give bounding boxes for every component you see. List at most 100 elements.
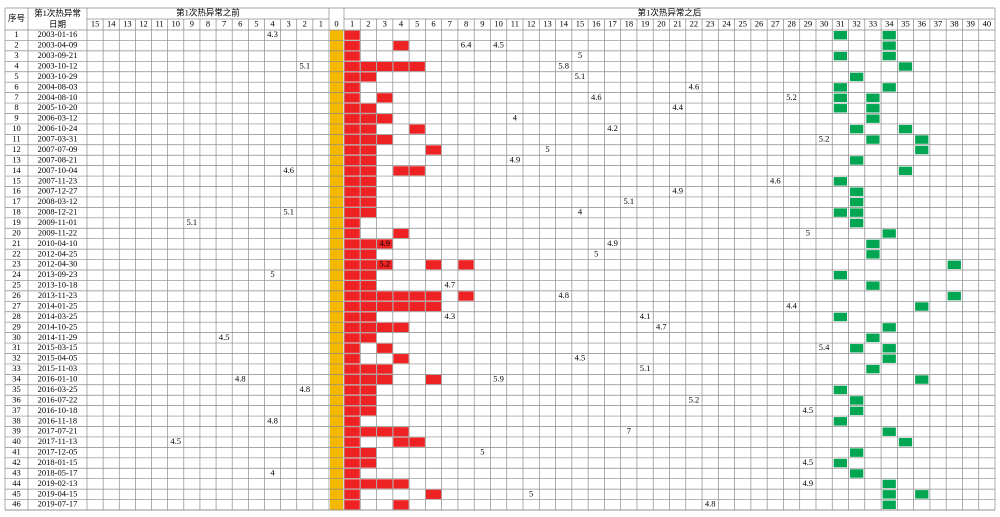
red-cell bbox=[360, 124, 377, 134]
row-date: 2016-10-18 bbox=[38, 405, 78, 415]
col-header: 2 bbox=[303, 18, 307, 28]
row-number: 3 bbox=[14, 50, 18, 60]
row-number: 9 bbox=[14, 113, 18, 123]
row-number: 11 bbox=[12, 134, 20, 144]
red-cell bbox=[360, 427, 377, 437]
red-cell bbox=[360, 114, 377, 124]
red-cell bbox=[344, 322, 360, 333]
red-cell bbox=[360, 187, 377, 197]
row-number: 40 bbox=[12, 436, 21, 446]
magnitude: 4.6 bbox=[283, 165, 294, 175]
red-cell bbox=[344, 176, 360, 186]
green-cell bbox=[833, 177, 848, 186]
col-header: 14 bbox=[559, 18, 568, 28]
green-cell bbox=[882, 229, 896, 238]
row-date: 2007-12-27 bbox=[38, 186, 78, 196]
green-cell bbox=[850, 344, 864, 353]
col-header: 27 bbox=[771, 18, 780, 28]
row-date: 2012-04-30 bbox=[38, 259, 78, 269]
magnitude: 4.5 bbox=[575, 353, 586, 363]
col-header: 11 bbox=[156, 18, 164, 28]
red-cell bbox=[344, 103, 360, 113]
red-cell bbox=[344, 500, 360, 510]
magnitude: 4.7 bbox=[656, 321, 667, 331]
row-date: 2003-09-21 bbox=[38, 50, 78, 60]
red-cell bbox=[360, 312, 377, 322]
green-cell bbox=[850, 448, 864, 457]
magnitude: 5.2 bbox=[786, 92, 797, 102]
red-cell bbox=[344, 312, 360, 322]
green-cell bbox=[866, 104, 880, 113]
red-cell bbox=[344, 427, 360, 437]
magnitude: 5.2 bbox=[689, 394, 700, 404]
row-date: 2013-10-18 bbox=[38, 280, 78, 290]
magnitude: 4.6 bbox=[689, 81, 700, 91]
red-cell bbox=[344, 333, 360, 343]
row-date: 2016-03-25 bbox=[38, 384, 78, 394]
red-cell bbox=[377, 343, 393, 353]
green-cell bbox=[882, 323, 896, 332]
red-cell bbox=[344, 406, 360, 416]
green-cell bbox=[833, 93, 848, 103]
magnitude: 5.1 bbox=[283, 207, 294, 217]
red-cell bbox=[393, 228, 409, 239]
row-number: 44 bbox=[12, 478, 21, 488]
row-number: 38 bbox=[12, 415, 21, 425]
row-number: 33 bbox=[12, 363, 21, 373]
magnitude: 5 bbox=[806, 227, 810, 237]
green-cell bbox=[882, 51, 896, 61]
green-cell bbox=[850, 187, 864, 196]
row-date: 2007-08-21 bbox=[38, 154, 78, 164]
row-date: 2004-08-10 bbox=[38, 92, 78, 102]
magnitude: 5 bbox=[480, 447, 484, 457]
red-cell bbox=[409, 301, 425, 312]
col-header: 15 bbox=[576, 18, 585, 28]
magnitude: 4.9 bbox=[672, 186, 683, 196]
magnitude: 5.8 bbox=[558, 60, 569, 70]
red-cell bbox=[344, 239, 360, 249]
green-cell bbox=[833, 312, 848, 322]
row-number: 24 bbox=[12, 269, 21, 279]
magnitude: 5 bbox=[594, 248, 598, 258]
magnitude: 4.2 bbox=[607, 123, 618, 133]
row-number: 7 bbox=[14, 92, 18, 102]
col-header: 23 bbox=[706, 18, 715, 28]
row-number: 4 bbox=[14, 60, 19, 70]
magnitude: 4.5 bbox=[170, 436, 181, 446]
magnitude: 4.8 bbox=[299, 384, 310, 394]
magnitude: 4.8 bbox=[235, 374, 246, 384]
row-number: 8 bbox=[14, 102, 18, 112]
green-cell bbox=[833, 31, 848, 40]
red-cell bbox=[360, 406, 377, 416]
red-cell bbox=[344, 447, 360, 458]
green-cell bbox=[833, 385, 848, 395]
magnitude: 4 bbox=[270, 467, 275, 477]
red-cell bbox=[344, 249, 360, 259]
col-header: 13 bbox=[543, 18, 552, 28]
red-cell bbox=[425, 374, 442, 385]
red-cell bbox=[344, 281, 360, 291]
red-cell bbox=[360, 155, 377, 166]
red-cell bbox=[360, 260, 377, 270]
red-cell bbox=[360, 301, 377, 312]
red-cell bbox=[458, 291, 474, 301]
magnitude: 4.5 bbox=[803, 405, 814, 415]
row-date: 2013-11-23 bbox=[38, 290, 77, 300]
green-cell bbox=[866, 239, 880, 249]
red-cell bbox=[393, 479, 409, 489]
row-number: 21 bbox=[12, 238, 21, 248]
red-cell bbox=[360, 134, 377, 145]
col-header: 15 bbox=[91, 18, 100, 28]
row-date: 2015-11-03 bbox=[38, 363, 77, 373]
red-cell bbox=[344, 93, 360, 103]
red-cell bbox=[393, 322, 409, 333]
row-number: 37 bbox=[12, 405, 21, 415]
red-cell bbox=[377, 61, 393, 72]
green-cell bbox=[915, 490, 929, 499]
col-header: 31 bbox=[836, 18, 845, 28]
row-date: 2003-04-09 bbox=[38, 40, 78, 50]
red-cell bbox=[344, 145, 360, 155]
row-date: 2009-11-01 bbox=[38, 217, 77, 227]
magnitude: 7 bbox=[627, 426, 631, 436]
row-date: 2016-11-18 bbox=[38, 415, 77, 425]
